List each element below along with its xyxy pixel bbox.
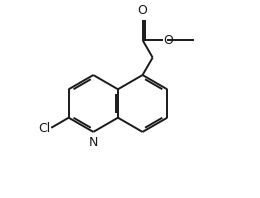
Text: N: N — [89, 136, 98, 149]
Text: Cl: Cl — [38, 122, 50, 135]
Text: O: O — [138, 4, 147, 17]
Text: O: O — [164, 34, 173, 47]
